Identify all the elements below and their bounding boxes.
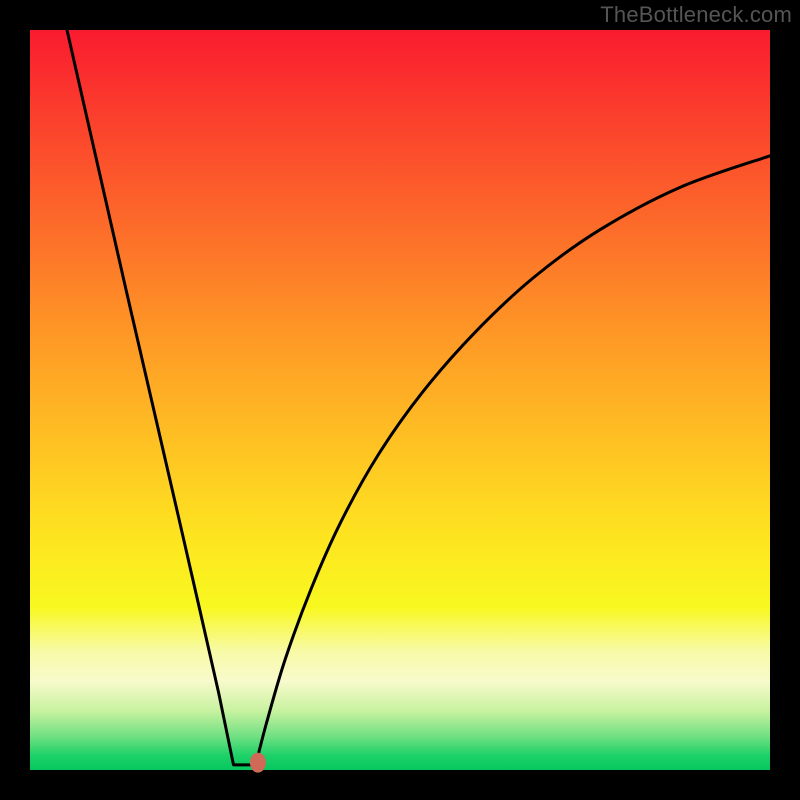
chart-frame: TheBottleneck.com	[0, 0, 800, 800]
bottleneck-chart	[0, 0, 800, 800]
watermark-text: TheBottleneck.com	[600, 2, 792, 28]
